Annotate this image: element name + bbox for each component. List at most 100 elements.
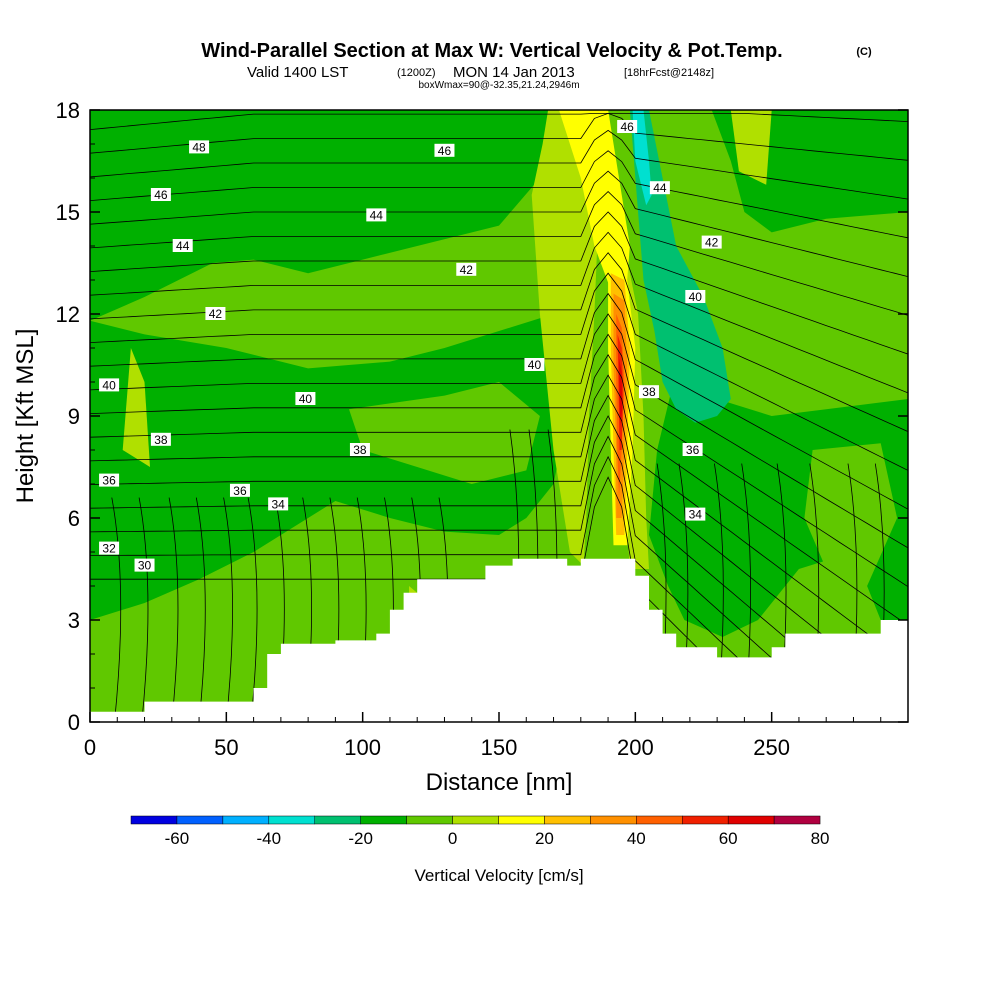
subtitle-date: MON 14 Jan 2013 <box>453 64 575 81</box>
isentrope-34 <box>90 394 908 704</box>
colorbar-tick-label: 0 <box>448 829 457 848</box>
isentrope-vertical-3 <box>195 497 206 722</box>
isentrope-label-text: 32 <box>102 542 116 556</box>
isentrope-label-box <box>229 483 250 497</box>
isentrope-label-text: 42 <box>209 307 223 321</box>
isentrope-label-text: 44 <box>653 181 667 195</box>
isentrope-label: 38 <box>349 443 370 457</box>
isentrope-label-box <box>685 507 706 521</box>
y-tick-label: 12 <box>56 302 80 327</box>
colorbar-tick-label: -40 <box>257 829 282 848</box>
isentrope-label-text: 30 <box>138 559 152 573</box>
colorbar-swatch <box>773 815 821 825</box>
isentrope-label-box <box>295 392 316 405</box>
colorbar: -60 -40 -20 0 20 40 60 80 <box>130 815 830 848</box>
isentrope-label: 46 <box>434 143 455 158</box>
isentrope-48 <box>90 112 908 161</box>
terrain <box>90 558 908 722</box>
isentrope-label: 46 <box>617 120 638 134</box>
isentrope-label-box <box>205 307 226 320</box>
isentrope-42 <box>90 231 908 394</box>
isentrope-label-box <box>349 443 370 456</box>
isentrope-35 <box>90 374 908 665</box>
x-tick-label: 150 <box>481 735 518 760</box>
colorbar-tick-label: -60 <box>165 829 190 848</box>
isentrope-label-box <box>682 443 703 456</box>
isentrope-label-box <box>99 541 120 555</box>
isentrope-label-box <box>456 262 477 276</box>
isentrope-label: 48 <box>189 140 210 154</box>
isentrope-label: 42 <box>456 262 477 277</box>
isentrope-36 <box>90 354 908 626</box>
isentrope-label: 40 <box>295 392 316 406</box>
isentrope-label-text: 38 <box>154 433 168 447</box>
x-tick-label: 200 <box>617 735 654 760</box>
isentrope-label-box <box>434 143 455 157</box>
colorbar-swatch <box>452 815 499 825</box>
isentrope-38 <box>90 313 908 549</box>
colorbar-swatch <box>268 815 315 825</box>
isentrope-40 <box>90 272 908 471</box>
isentrope-label: 34 <box>268 497 289 511</box>
isentrope-label-box <box>685 290 706 303</box>
isentrope-label: 46 <box>150 188 171 202</box>
isentrope-label: 42 <box>701 235 722 250</box>
band-20-upper-right <box>730 110 772 185</box>
colorbar-swatch <box>498 815 545 825</box>
isentrope-label-box <box>524 358 545 371</box>
isentrope-label-text: 44 <box>176 239 190 253</box>
colorbar-swatch <box>406 815 453 825</box>
isentrope-label: 38 <box>638 385 659 399</box>
isentrope-label-text: 40 <box>528 358 542 372</box>
isentrope-label-box <box>701 235 722 249</box>
isentrope-label: 34 <box>685 507 706 522</box>
subtitle-forecast: [18hrFcst@2148z] <box>624 67 714 79</box>
band-20-left-updraft <box>531 110 598 566</box>
isentrope-lines <box>90 112 908 722</box>
isentrope-41 <box>90 252 908 432</box>
isentrope-label-text: 40 <box>299 392 313 406</box>
x-tick-label: 0 <box>84 735 96 760</box>
x-tick-label: 100 <box>344 735 381 760</box>
velocity-field <box>90 110 908 637</box>
x-tick-label: 250 <box>753 735 790 760</box>
x-axis-label: Distance [nm] <box>426 769 573 796</box>
isentrope-label: 30 <box>134 558 155 573</box>
isentrope-vertical-2 <box>168 497 179 722</box>
isentrope-label-text: 36 <box>102 474 116 488</box>
isentrope-label-text: 38 <box>353 443 367 457</box>
isentrope-44 <box>90 191 908 316</box>
isentrope-label: 36 <box>99 473 120 488</box>
isentrope-43 <box>90 211 908 355</box>
y-tick-label: 15 <box>56 200 80 225</box>
isentrope-label-text: 44 <box>370 208 384 222</box>
colorbar-swatch <box>176 815 224 825</box>
subtitle-valid: Valid 1400 LST <box>247 64 348 81</box>
colorbar-tick-label: 20 <box>535 829 554 848</box>
isentrope-label: 38 <box>150 432 171 447</box>
plot-area <box>90 110 908 722</box>
isentrope-label: 44 <box>366 208 387 222</box>
isentrope-label-text: 46 <box>154 188 168 202</box>
isentrope-vertical-0 <box>111 497 122 722</box>
y-tick-label: 9 <box>68 404 80 429</box>
isentrope-label: 44 <box>649 181 670 195</box>
isentrope-label-box <box>189 140 210 154</box>
y-axis-label: Height [Kft MSL] <box>12 329 39 504</box>
colorbar-tick-label: -20 <box>348 829 373 848</box>
y-tick-label: 0 <box>68 710 80 735</box>
isentrope-labels: 48 46 44 42 40 38 36 32 30 36 34 40 38 44 46 42 40 46 44 42… <box>99 120 722 573</box>
colorbar-swatch <box>314 815 361 825</box>
isentrope-33 <box>90 415 886 722</box>
isentrope-label-text: 38 <box>642 385 656 399</box>
band-neg20-downdraft <box>632 110 652 206</box>
isentrope-label-box <box>99 473 120 487</box>
band-0-right-mid <box>649 382 908 637</box>
box-max-note: boxWmax=90@-32.35,21.24,2946m <box>418 80 579 91</box>
isentrope-49 <box>90 113 908 130</box>
band-20-left-column <box>122 348 150 467</box>
isentrope-label-box <box>150 432 171 446</box>
isentrope-46 <box>90 150 908 239</box>
isentrope-label-text: 40 <box>102 378 116 392</box>
